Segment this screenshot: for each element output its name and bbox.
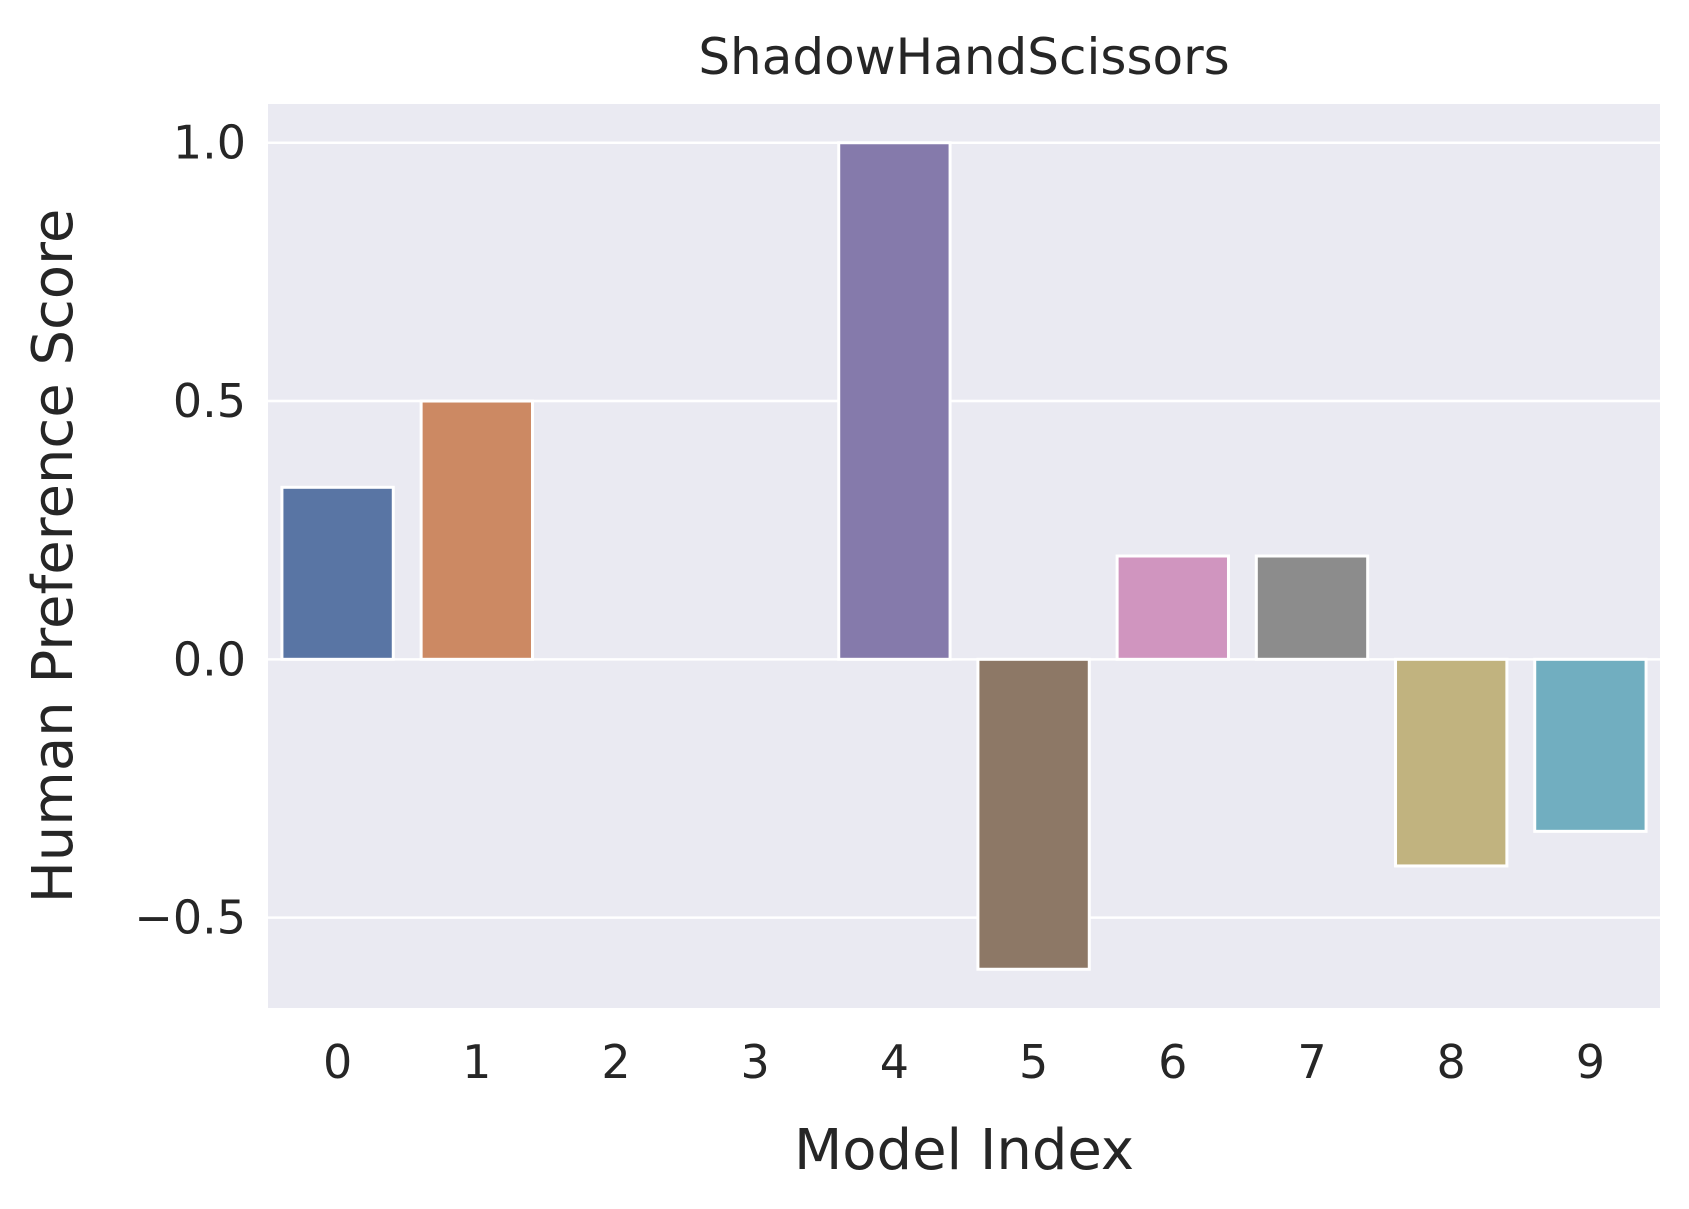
x-tick-label: 5 — [1019, 1035, 1048, 1089]
bar-model-7 — [1254, 554, 1370, 661]
bar-model-5 — [976, 657, 1091, 971]
x-tick-label: 6 — [1158, 1035, 1187, 1089]
x-tick-label: 1 — [462, 1035, 491, 1089]
x-tick-label: 2 — [601, 1035, 630, 1089]
y-tick-label: 1.0 — [173, 116, 246, 170]
bar-model-8 — [1394, 657, 1509, 868]
x-tick-label: 3 — [741, 1035, 770, 1089]
bar-model-6 — [1115, 554, 1230, 661]
bar-model-0 — [280, 485, 395, 661]
y-tick-label: −0.5 — [134, 891, 246, 945]
x-tick-label: 4 — [880, 1035, 909, 1089]
bar-model-1 — [419, 399, 534, 661]
bars — [280, 141, 1648, 971]
x-tick-label: 8 — [1437, 1035, 1466, 1089]
x-axis-label: Model Index — [794, 1118, 1134, 1183]
bar-model-9 — [1533, 657, 1648, 833]
bar-model-4 — [837, 141, 952, 661]
x-tick-label: 7 — [1297, 1035, 1326, 1089]
y-axis-label: Human Preference Score — [21, 209, 86, 904]
x-tick-labels: 0 1 2 3 4 5 6 7 8 9 — [323, 1035, 1605, 1089]
y-tick-label: 0.5 — [173, 374, 246, 428]
y-tick-label: 0.0 — [173, 632, 246, 686]
chart-title: ShadowHandScissors — [698, 28, 1229, 86]
y-tick-labels: −0.5 0.0 0.5 1.0 — [134, 116, 246, 945]
x-tick-label: 9 — [1576, 1035, 1605, 1089]
x-tick-label: 0 — [323, 1035, 352, 1089]
